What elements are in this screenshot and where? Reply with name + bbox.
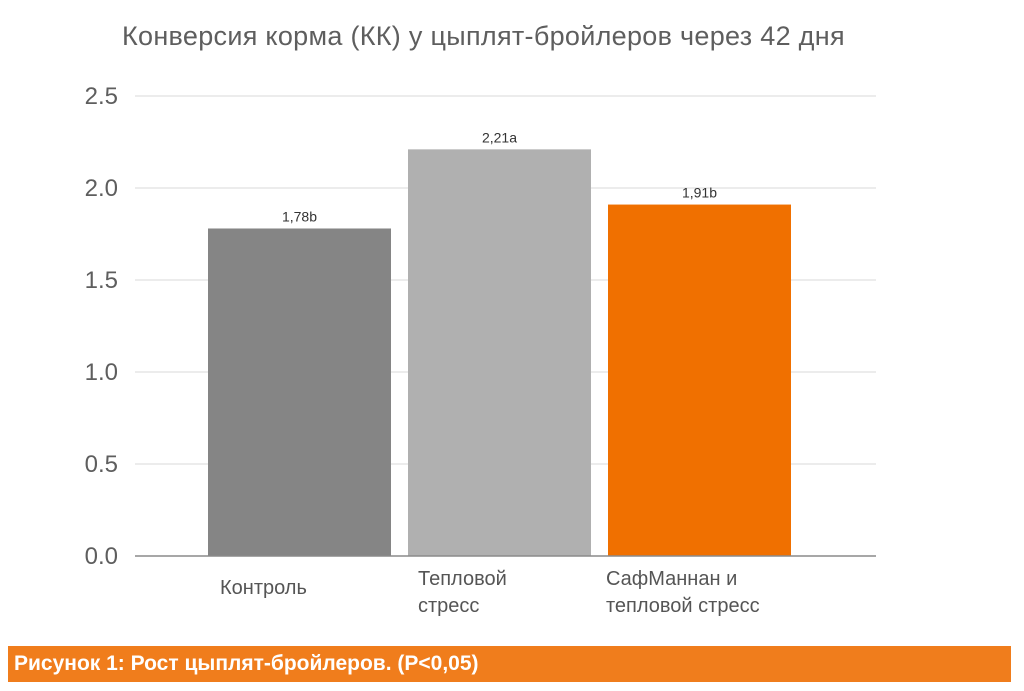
bar [608,204,791,556]
bars [208,149,791,557]
x-category-label: СафМаннан и [606,568,737,590]
bar [208,228,391,557]
y-tick-label: 0.5 [85,451,118,478]
data-labels: 1,78b 2,21a 1,91b [282,129,717,224]
chart-title: Конверсия корма (КК) у цыплят-бройлеров … [122,21,845,51]
y-axis-ticks: 0.0 0.5 1.0 1.5 2.0 2.5 [85,83,118,570]
figure-caption: Рисунок 1: Рост цыплят-бройлеров. (P<0,0… [8,646,1011,682]
bar-data-label: 1,91b [682,185,717,201]
y-tick-label: 2.0 [85,175,118,202]
bar-data-label: 1,78b [282,208,317,224]
y-tick-label: 1.0 [85,359,118,386]
x-category-label: Тепловой [418,568,507,590]
x-axis-categories: Контроль Тепловой стресс СафМаннан и теплово… [220,568,760,617]
y-tick-label: 1.5 [85,267,118,294]
x-category-label: Контроль [220,577,307,599]
x-category-label: тепловой стресс [606,595,760,617]
bar [408,149,591,557]
bar-data-label: 2,21a [482,129,517,145]
x-category-label: стресс [418,595,479,617]
y-tick-label: 0.0 [85,543,118,570]
y-tick-label: 2.5 [85,83,118,110]
